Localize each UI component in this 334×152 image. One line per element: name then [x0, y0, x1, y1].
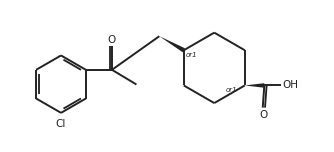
Text: O: O — [108, 35, 116, 45]
Text: or1: or1 — [226, 87, 237, 93]
Text: OH: OH — [282, 80, 298, 90]
Text: Cl: Cl — [56, 119, 66, 129]
Text: O: O — [259, 110, 268, 120]
Text: or1: or1 — [186, 52, 197, 58]
Polygon shape — [159, 36, 185, 52]
Polygon shape — [245, 83, 264, 88]
